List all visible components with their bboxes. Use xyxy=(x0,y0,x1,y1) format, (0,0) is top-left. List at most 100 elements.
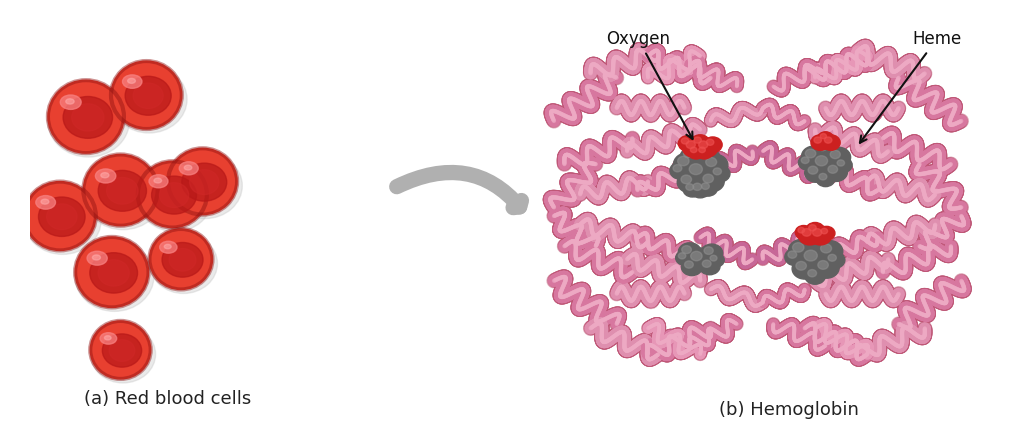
Circle shape xyxy=(713,168,722,175)
Circle shape xyxy=(682,138,706,157)
Circle shape xyxy=(812,229,821,236)
Circle shape xyxy=(686,141,695,149)
Ellipse shape xyxy=(24,186,101,254)
Circle shape xyxy=(699,149,720,166)
Ellipse shape xyxy=(87,251,108,265)
Ellipse shape xyxy=(102,334,141,367)
Circle shape xyxy=(695,138,718,157)
Ellipse shape xyxy=(150,175,168,188)
Ellipse shape xyxy=(60,95,81,109)
Ellipse shape xyxy=(184,165,191,170)
Circle shape xyxy=(798,227,805,233)
Ellipse shape xyxy=(138,161,207,228)
Circle shape xyxy=(802,229,811,236)
Ellipse shape xyxy=(169,248,196,271)
Circle shape xyxy=(677,172,702,193)
Circle shape xyxy=(826,147,851,167)
Ellipse shape xyxy=(90,253,137,293)
Ellipse shape xyxy=(48,85,129,157)
Circle shape xyxy=(802,146,826,167)
Ellipse shape xyxy=(90,321,151,379)
Ellipse shape xyxy=(25,181,96,251)
Circle shape xyxy=(818,143,827,151)
Circle shape xyxy=(805,163,827,182)
Ellipse shape xyxy=(98,260,129,286)
Circle shape xyxy=(691,251,702,261)
Ellipse shape xyxy=(123,75,142,88)
Circle shape xyxy=(804,250,817,261)
Circle shape xyxy=(685,261,693,268)
Circle shape xyxy=(815,156,827,166)
Circle shape xyxy=(701,183,710,190)
Ellipse shape xyxy=(83,154,158,226)
Ellipse shape xyxy=(75,237,148,308)
Text: Heme: Heme xyxy=(860,30,962,143)
Ellipse shape xyxy=(48,80,124,153)
Circle shape xyxy=(815,141,836,158)
Circle shape xyxy=(824,162,848,181)
Circle shape xyxy=(684,160,716,186)
Circle shape xyxy=(824,137,831,143)
Circle shape xyxy=(796,261,807,270)
Text: Oxygen: Oxygen xyxy=(606,30,692,139)
Circle shape xyxy=(807,236,817,244)
Ellipse shape xyxy=(154,178,162,183)
Circle shape xyxy=(681,175,691,184)
Circle shape xyxy=(820,244,831,253)
Ellipse shape xyxy=(83,159,163,230)
Circle shape xyxy=(689,147,712,166)
Ellipse shape xyxy=(160,183,188,207)
Ellipse shape xyxy=(162,242,203,277)
Circle shape xyxy=(700,244,723,262)
Circle shape xyxy=(787,251,797,258)
Ellipse shape xyxy=(39,197,85,236)
Circle shape xyxy=(817,241,843,262)
Circle shape xyxy=(809,225,816,231)
Ellipse shape xyxy=(98,170,146,211)
Circle shape xyxy=(793,258,817,279)
Circle shape xyxy=(702,152,711,159)
Ellipse shape xyxy=(160,241,177,253)
Circle shape xyxy=(805,149,816,158)
Circle shape xyxy=(681,138,689,144)
Circle shape xyxy=(819,173,826,180)
Circle shape xyxy=(820,133,826,139)
Circle shape xyxy=(806,222,824,238)
Circle shape xyxy=(814,257,839,278)
Circle shape xyxy=(707,139,714,145)
Circle shape xyxy=(710,165,730,182)
Circle shape xyxy=(682,246,691,254)
Ellipse shape xyxy=(168,148,238,215)
Ellipse shape xyxy=(125,76,171,115)
Ellipse shape xyxy=(179,162,199,175)
Circle shape xyxy=(835,158,852,172)
Circle shape xyxy=(818,132,834,145)
Ellipse shape xyxy=(66,99,74,104)
Circle shape xyxy=(698,181,718,196)
Circle shape xyxy=(693,183,701,191)
Ellipse shape xyxy=(168,153,243,219)
Text: (a) Red blood cells: (a) Red blood cells xyxy=(84,390,252,408)
Circle shape xyxy=(698,141,708,149)
Circle shape xyxy=(809,226,831,245)
Circle shape xyxy=(670,162,691,179)
Circle shape xyxy=(678,136,697,151)
Circle shape xyxy=(784,248,806,266)
Circle shape xyxy=(678,243,701,262)
Circle shape xyxy=(808,270,816,277)
Ellipse shape xyxy=(189,170,219,194)
Circle shape xyxy=(702,260,711,267)
Circle shape xyxy=(692,150,701,158)
Circle shape xyxy=(837,160,845,166)
Circle shape xyxy=(688,145,705,159)
Circle shape xyxy=(811,135,829,150)
Circle shape xyxy=(699,171,724,192)
Circle shape xyxy=(701,154,728,176)
Ellipse shape xyxy=(110,340,135,362)
Ellipse shape xyxy=(95,169,116,183)
Circle shape xyxy=(689,164,702,175)
Circle shape xyxy=(673,165,682,172)
Ellipse shape xyxy=(138,166,212,232)
Circle shape xyxy=(816,171,835,187)
Ellipse shape xyxy=(111,66,187,133)
